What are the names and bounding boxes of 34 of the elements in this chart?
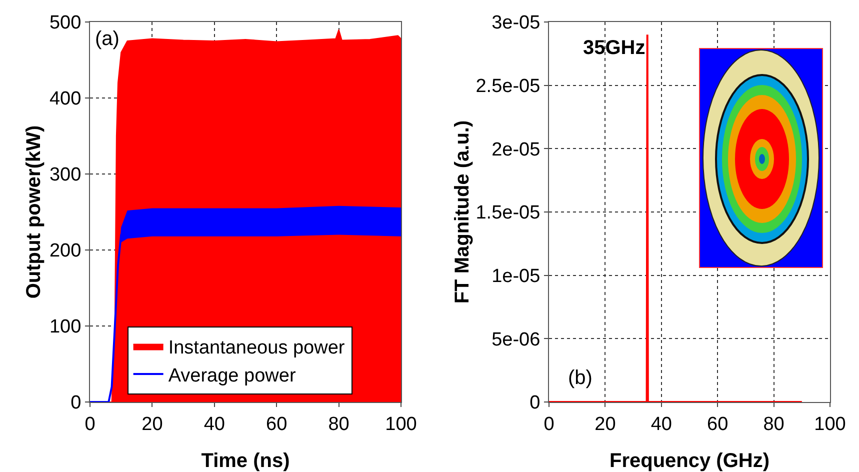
y-axis-title: FT Magnitude (a.u.) [452,120,474,304]
legend-label: Average power [168,365,296,386]
y-tick-label: 1.5e-05 [476,202,540,224]
y-tick-label: 100 [49,316,82,338]
legend-label: Instantaneous power [168,338,346,359]
y-tick-label: 400 [49,88,82,110]
x-tick-label: 60 [266,414,288,435]
y-tick-label: 2e-05 [492,139,540,160]
annotation: (a) [95,28,120,50]
y-tick-label: 1e-05 [492,266,540,287]
y-tick-label: 0 [530,392,540,414]
y-tick-label: 500 [49,12,82,34]
x-tick-label: 40 [650,414,672,435]
y-tick-label: 2.5e-05 [476,76,540,97]
x-tick-label: 100 [814,414,846,435]
annotation: 35GHz [583,37,646,59]
x-tick-label: 80 [763,414,784,435]
x-tick-label: 80 [328,414,350,435]
y-axis-title: Output power(kW) [23,125,45,299]
y-tick-label: 3e-05 [492,12,540,34]
annotation: (b) [568,367,592,389]
x-tick-label: 60 [707,414,728,435]
x-tick-label: 0 [544,414,554,435]
y-tick-label: 5e-06 [492,329,540,350]
x-tick-label: 0 [84,414,96,435]
x-axis-title: Frequency (GHz) [609,450,770,472]
x-axis-title: Time (ns) [201,450,290,472]
x-tick-label: 40 [204,414,225,435]
y-tick-label: 200 [49,240,82,262]
y-tick-label: 0 [70,392,82,414]
x-tick-label: 100 [385,414,417,435]
x-tick-label: 20 [594,414,616,435]
y-tick-label: 300 [49,164,82,186]
x-tick-label: 20 [142,414,163,435]
